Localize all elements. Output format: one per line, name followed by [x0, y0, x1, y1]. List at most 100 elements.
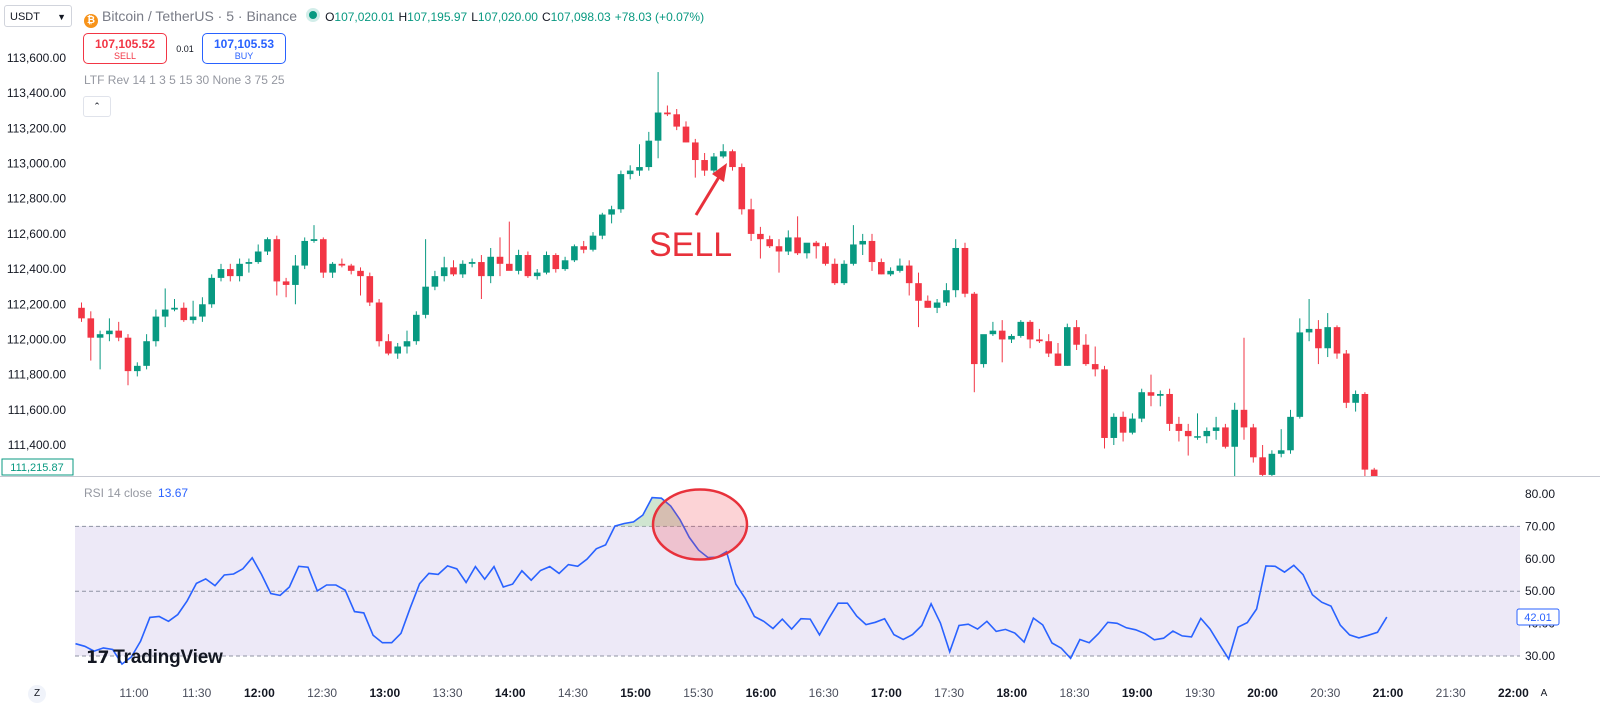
candle-body [840, 263, 848, 284]
zoom-reset-button[interactable]: Z [28, 685, 46, 703]
candle-body [571, 246, 578, 261]
time-tick-label: 13:30 [432, 686, 462, 700]
candle-body [1129, 418, 1136, 433]
collapse-legend-button[interactable]: ⌃ [83, 96, 111, 117]
candle-body [1026, 321, 1034, 340]
candle-body [1361, 393, 1369, 470]
candle-body [654, 112, 662, 141]
candle-body [403, 341, 411, 347]
candle-body [673, 114, 680, 127]
candle-body [385, 341, 392, 354]
candle-body [1315, 328, 1322, 349]
time-tick-label: 21:00 [1373, 686, 1404, 700]
candle-body [189, 316, 197, 321]
price-tick-label: 111,400.00 [8, 438, 67, 452]
candle-body [543, 255, 550, 273]
candle-body [580, 246, 587, 250]
candle-body [1184, 430, 1192, 437]
candle-body [1240, 409, 1248, 428]
candle-body [1175, 423, 1183, 431]
currency-select-value: USDT [10, 11, 40, 23]
candle-body [468, 262, 476, 264]
candle-body [459, 263, 467, 275]
auto-scale-button[interactable]: A [1540, 688, 1548, 699]
candle-body [701, 160, 708, 171]
candle-body [757, 233, 764, 240]
candle-body [357, 270, 364, 277]
candle-body [933, 302, 941, 308]
candle-body [692, 142, 699, 161]
rsi-last-value-label: 42.01 [1524, 612, 1552, 624]
spread-value: 0.01 [176, 44, 194, 54]
candle-body [180, 307, 188, 321]
time-tick-label: 12:30 [307, 686, 337, 700]
candle-body [152, 316, 160, 342]
candle-body [1343, 353, 1350, 403]
candle-body [766, 239, 773, 247]
candle-body [236, 263, 243, 277]
candle-body [450, 267, 457, 275]
price-tick-label: 112,000.00 [7, 332, 66, 346]
candle-body [729, 151, 736, 168]
candle-body [292, 265, 299, 285]
candle-body [682, 126, 690, 143]
currency-select[interactable]: USDT ▼ [4, 5, 72, 27]
candle-body [199, 304, 206, 317]
symbol-title[interactable]: Bitcoin / TetherUS · 5 · Binance [102, 8, 298, 24]
candle-body [440, 267, 448, 277]
candle-body [310, 239, 318, 241]
price-tick-label: 111,600.00 [8, 403, 67, 417]
candle-body [487, 256, 494, 277]
chevron-down-icon: ▼ [57, 12, 66, 22]
candle-body [878, 262, 885, 275]
time-tick-label: 21:30 [1436, 686, 1466, 700]
candle-body [1250, 427, 1257, 458]
candle-body [980, 334, 987, 365]
candle-body [161, 309, 169, 317]
candle-body [375, 302, 383, 342]
candle-body [1324, 327, 1331, 349]
rsi-legend[interactable]: RSI 14 close 13.67 [84, 486, 188, 500]
rsi-line [75, 496, 1388, 666]
candle-body [1352, 393, 1359, 403]
candle-body [626, 170, 634, 175]
price-tick-label: 113,200.00 [7, 121, 66, 135]
candle-body [106, 330, 113, 335]
candle-body [320, 239, 327, 273]
ohlc-low: L107,020.00 [471, 10, 538, 24]
candle-body [1054, 353, 1062, 366]
indicator-legend[interactable]: LTF Rev 14 1 3 5 15 30 None 3 75 25 [84, 73, 285, 87]
ohlc-open: O107,020.01 [325, 10, 395, 24]
candle-body [608, 209, 615, 215]
time-tick-label: 17:00 [871, 686, 902, 700]
candle-body [1036, 339, 1043, 342]
symbol-header: ₿ Bitcoin / TetherUS · 5 · Binance O107,02… [84, 8, 704, 28]
rsi-tick-label: 70.00 [1525, 519, 1555, 533]
candle-body [589, 235, 597, 250]
candle-body [636, 167, 643, 171]
candle-body [645, 140, 653, 168]
candle-body [943, 290, 950, 303]
current-price-label: 111,215.87 [10, 462, 63, 474]
time-tick-label: 20:00 [1247, 686, 1278, 700]
candle-body [422, 286, 429, 315]
buy-button[interactable]: 107,105.53 BUY [202, 33, 286, 64]
price-tick-label: 111,800.00 [8, 368, 67, 382]
candle-body [1045, 341, 1052, 354]
sell-button[interactable]: 107,105.52 SELL [83, 33, 167, 64]
candle-body [998, 330, 1006, 340]
candle-body [506, 263, 513, 271]
rsi-tick-label: 60.00 [1525, 552, 1555, 566]
candle-body [1138, 392, 1145, 419]
tradingview-wordmark: TradingView [113, 647, 223, 668]
time-tick-label: 16:30 [809, 686, 839, 700]
candle-body [1157, 393, 1164, 396]
candle-body [1194, 436, 1201, 438]
candle-body [896, 265, 904, 271]
sell-price: 107,105.52 [94, 37, 156, 51]
candle-body [1370, 469, 1378, 476]
time-tick-label: 15:30 [683, 686, 713, 700]
candle-body [1203, 430, 1211, 437]
tradingview-logo[interactable]: 17 TradingView [86, 647, 223, 669]
